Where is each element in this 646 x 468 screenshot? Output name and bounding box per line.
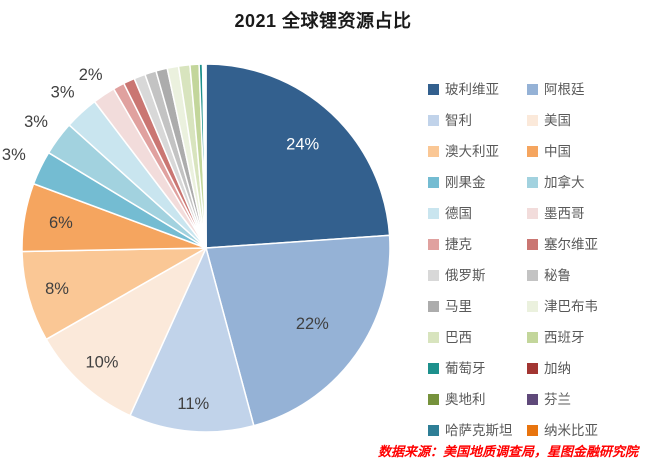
legend-item: 智利	[428, 114, 527, 128]
pie-slice	[21, 247, 207, 341]
legend-item: 哈萨克斯坦	[428, 424, 527, 438]
legend-swatch	[428, 208, 439, 219]
legend-item: 奥地利	[428, 393, 527, 407]
legend-label: 俄罗斯	[445, 267, 486, 283]
pie-slice	[204, 63, 207, 249]
slice-label: 10%	[85, 353, 118, 371]
legend-swatch	[527, 146, 538, 157]
legend-swatch	[527, 208, 538, 219]
legend-swatch	[527, 84, 538, 95]
legend-item: 墨西哥	[527, 207, 642, 221]
legend-item: 巴西	[428, 331, 527, 345]
pie-slice	[205, 63, 391, 249]
legend-label: 塞尔维亚	[544, 236, 598, 252]
legend-item: 加纳	[527, 362, 642, 376]
legend-swatch	[527, 363, 538, 374]
slice-label: 3%	[51, 83, 75, 101]
legend-label: 哈萨克斯坦	[445, 422, 513, 438]
legend-label: 德国	[445, 205, 472, 221]
slice-label: 2%	[79, 66, 103, 84]
legend-label: 中国	[544, 143, 571, 159]
slice-label: 11%	[177, 395, 209, 413]
legend-swatch	[527, 239, 538, 250]
legend-label: 捷克	[445, 236, 472, 252]
legend-item: 美国	[527, 114, 642, 128]
legend-item: 芬兰	[527, 393, 642, 407]
legend-label: 纳米比亚	[544, 422, 598, 438]
legend-label: 巴西	[445, 329, 472, 345]
legend-item: 津巴布韦	[527, 300, 642, 314]
legend-label: 美国	[544, 112, 571, 128]
legend-swatch	[527, 177, 538, 188]
legend-swatch	[527, 115, 538, 126]
legend-swatch	[428, 301, 439, 312]
legend-label: 葡萄牙	[445, 360, 486, 376]
legend-label: 阿根廷	[544, 81, 585, 97]
legend-item: 葡萄牙	[428, 362, 527, 376]
legend-item: 西班牙	[527, 331, 642, 345]
legend-label: 津巴布韦	[544, 298, 598, 314]
legend-item: 捷克	[428, 238, 527, 252]
legend-label: 秘鲁	[544, 267, 571, 283]
legend-item: 刚果金	[428, 176, 527, 190]
legend-item: 塞尔维亚	[527, 238, 642, 252]
legend-item: 俄罗斯	[428, 269, 527, 283]
slice-label: 3%	[2, 146, 26, 164]
legend-label: 奥地利	[445, 391, 486, 407]
pie-slice	[45, 247, 207, 417]
legend-swatch	[527, 332, 538, 343]
legend-label: 澳大利亚	[445, 143, 499, 159]
legend-swatch	[527, 301, 538, 312]
pie-slice	[205, 234, 391, 427]
legend-item: 中国	[527, 145, 642, 159]
legend: 玻利维亚 阿根廷智利 美国澳大利亚 中国刚果金 加拿大德国 墨西哥捷克 塞尔维亚俄罗斯 秘鲁马…	[428, 74, 642, 446]
legend-item: 加拿大	[527, 176, 642, 190]
legend-swatch	[428, 425, 439, 436]
legend-item: 德国	[428, 207, 527, 221]
legend-label: 芬兰	[544, 391, 571, 407]
slice-label: 6%	[49, 214, 73, 232]
legend-label: 加纳	[544, 360, 571, 376]
legend-label: 玻利维亚	[445, 81, 499, 97]
slice-label: 8%	[45, 280, 69, 298]
slice-label: 24%	[286, 135, 319, 153]
legend-item: 阿根廷	[527, 83, 642, 97]
data-source: 数据来源：美国地质调查局，星图金融研究院	[377, 444, 638, 459]
slice-label: 3%	[24, 113, 48, 131]
legend-swatch	[428, 146, 439, 157]
slice-label: 22%	[296, 315, 329, 333]
chart-title: 2021 全球锂资源占比	[234, 11, 412, 31]
legend-item: 马里	[428, 300, 527, 314]
legend-label: 加拿大	[544, 174, 585, 190]
legend-swatch	[428, 363, 439, 374]
legend-swatch	[428, 84, 439, 95]
legend-swatch	[428, 177, 439, 188]
legend-item: 纳米比亚	[527, 424, 642, 438]
legend-item: 玻利维亚	[428, 83, 527, 97]
legend-label: 墨西哥	[544, 205, 585, 221]
legend-label: 智利	[445, 112, 472, 128]
legend-swatch	[527, 270, 538, 281]
legend-swatch	[428, 270, 439, 281]
legend-swatch	[428, 332, 439, 343]
legend-swatch	[428, 239, 439, 250]
legend-swatch	[527, 425, 538, 436]
legend-label: 刚果金	[445, 174, 486, 190]
legend-item: 秘鲁	[527, 269, 642, 283]
pie-slice	[129, 247, 255, 433]
legend-swatch	[428, 394, 439, 405]
legend-swatch	[527, 394, 538, 405]
legend-label: 西班牙	[544, 329, 585, 345]
legend-swatch	[428, 115, 439, 126]
legend-item: 澳大利亚	[428, 145, 527, 159]
legend-label: 马里	[445, 298, 472, 314]
